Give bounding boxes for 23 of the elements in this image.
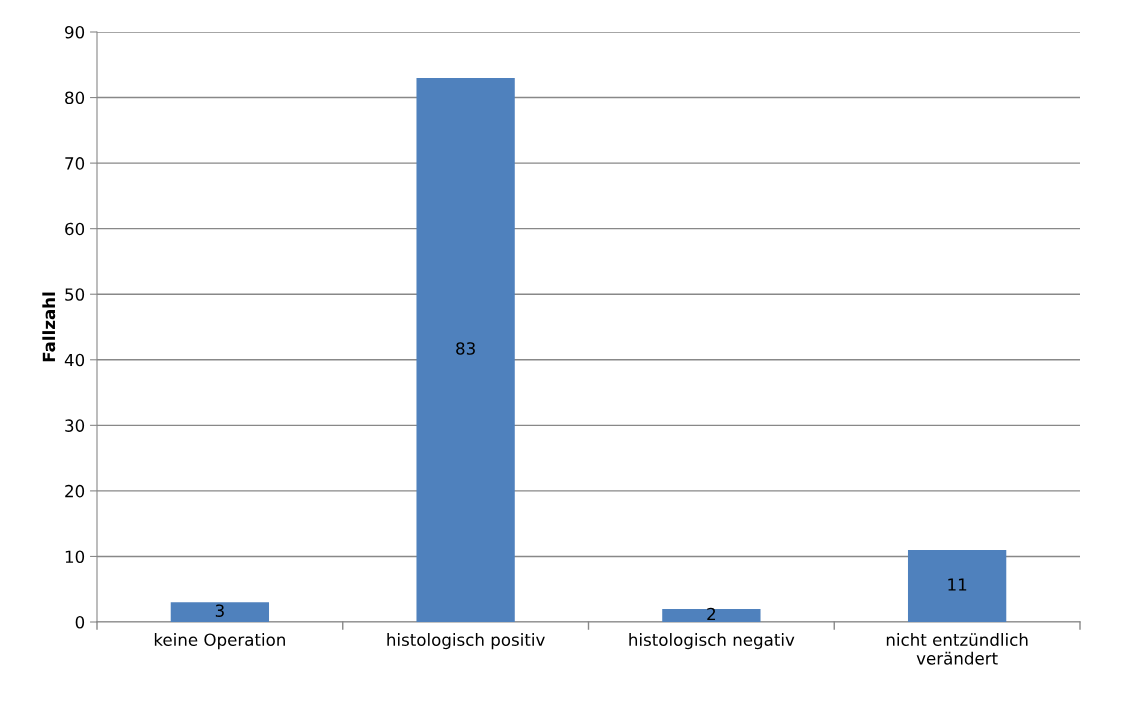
bar bbox=[170, 602, 270, 622]
y-tick-label: 80 bbox=[65, 91, 85, 105]
data-label: 3 bbox=[215, 604, 224, 617]
y-tick-label: 10 bbox=[65, 550, 85, 564]
bar bbox=[907, 549, 1007, 622]
y-tick-label: 90 bbox=[65, 25, 85, 39]
y-axis-title: Fallzahl bbox=[42, 292, 56, 362]
y-tick-label: 0 bbox=[75, 615, 85, 629]
x-tick-label: histologisch positiv bbox=[387, 633, 545, 650]
y-tick-label: 30 bbox=[65, 419, 85, 432]
data-label: 11 bbox=[948, 578, 967, 591]
y-tick-label: 50 bbox=[65, 288, 85, 301]
x-tick-label: nicht entzündlich verändert bbox=[886, 633, 1028, 665]
data-label: 83 bbox=[456, 342, 475, 355]
bar bbox=[416, 77, 515, 622]
y-tick-label: 20 bbox=[65, 484, 85, 498]
y-tick-label: 70 bbox=[65, 157, 85, 170]
x-tick-label: keine Operation bbox=[154, 633, 285, 650]
data-label: 2 bbox=[707, 607, 716, 621]
bar bbox=[662, 608, 761, 622]
x-tick-label: histologisch negativ bbox=[629, 633, 795, 650]
y-tick-label: 40 bbox=[64, 353, 85, 367]
y-tick-label: 60 bbox=[65, 222, 85, 236]
